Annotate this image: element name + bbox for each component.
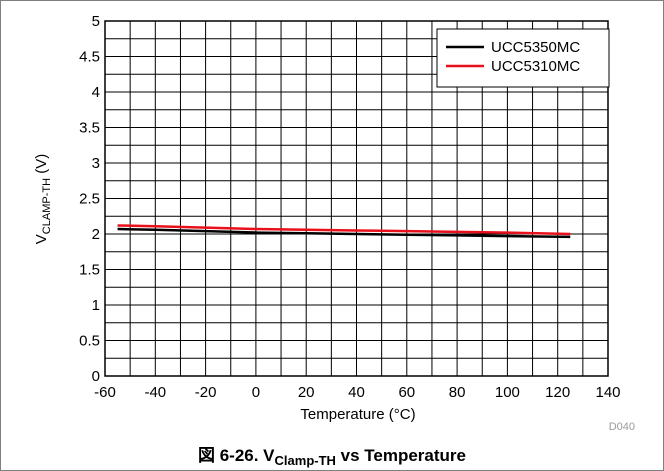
y-axis-title-sub: CLAMP-TH [41, 178, 53, 234]
x-tick-label: -20 [195, 384, 217, 401]
x-tick-label: 80 [449, 384, 466, 401]
x-tick-label: 40 [348, 384, 365, 401]
x-tick-label: 120 [545, 384, 570, 401]
x-tick-label: 140 [595, 384, 620, 401]
y-axis-title-main: V [33, 234, 50, 244]
x-tick-label: -60 [94, 384, 116, 401]
legend-box [436, 28, 610, 88]
y-tick-label: 2.5 [79, 191, 100, 208]
x-tick-labels: -60 -40 -20 0 20 40 60 80 100 120 140 [94, 384, 620, 401]
series-line-ucc5350mc [117, 227, 571, 239]
x-axis-title: Temperature (°C) [300, 406, 415, 423]
figure-code: D040 [609, 421, 635, 433]
y-tick-label: 4.5 [79, 49, 100, 66]
y-tick-label: 1 [92, 297, 100, 314]
y-tick-label: 4 [92, 84, 100, 101]
y-tick-label: 0.5 [79, 333, 100, 350]
x-tick-label: -40 [144, 384, 166, 401]
y-tick-label: 0 [92, 368, 100, 385]
x-tick-label: 0 [252, 384, 260, 401]
legend-label-ucc5310mc: UCC5310MC [491, 58, 580, 75]
y-axis-title-unit: (V) [33, 154, 50, 178]
x-tick-label: 100 [495, 384, 520, 401]
y-tick-label: 3 [92, 155, 100, 172]
figure-caption: 図 6-26. VClamp-TH vs Temperature [198, 446, 466, 468]
y-tick-label: 2 [92, 226, 100, 243]
grid [105, 21, 608, 376]
series-line-ucc5310mc [117, 224, 571, 236]
caption-prefix: 図 6-26. V [198, 446, 275, 465]
y-tick-label: 5 [92, 13, 100, 30]
plot-border [104, 20, 609, 377]
caption-sub: Clamp-TH [275, 453, 336, 468]
legend: UCC5350MC UCC5310MC [436, 28, 610, 88]
y-tick-label: 1.5 [79, 262, 100, 279]
x-tick-label: 20 [298, 384, 315, 401]
caption-suffix: vs Temperature [336, 446, 466, 465]
legend-label-ucc5350mc: UCC5350MC [491, 39, 580, 56]
y-tick-labels: 0 0.5 1 1.5 2 2.5 3 3.5 4 4.5 5 [79, 13, 100, 385]
y-tick-label: 3.5 [79, 120, 100, 137]
series-lines [117, 224, 571, 239]
x-tick-label: 60 [398, 384, 415, 401]
y-axis-title: VCLAMP-TH (V) [33, 154, 53, 244]
